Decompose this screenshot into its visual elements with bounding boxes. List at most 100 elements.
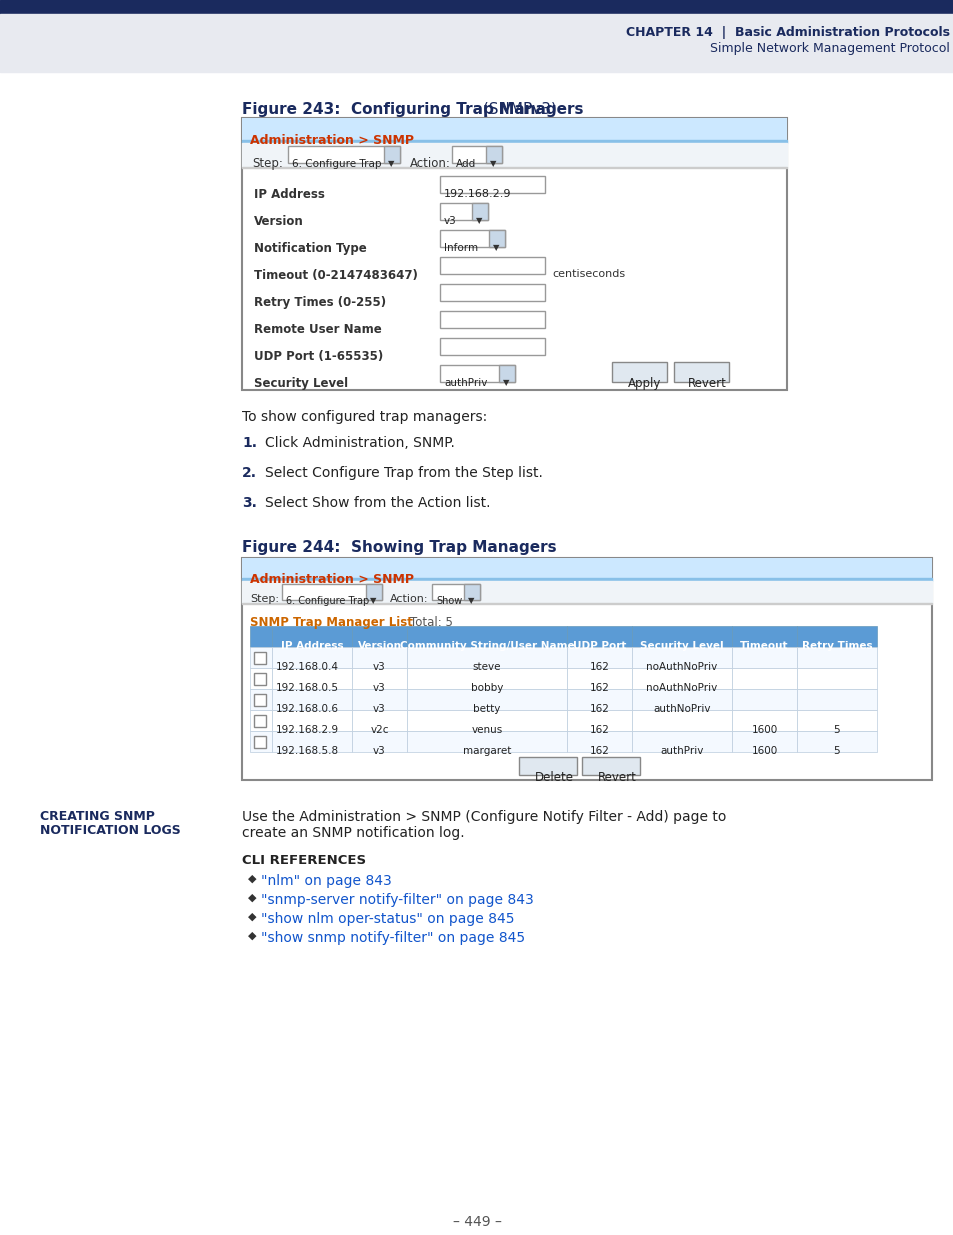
Bar: [796, 647, 876, 668]
Bar: [272, 710, 352, 731]
Bar: [250, 689, 272, 710]
Bar: [472, 203, 488, 220]
Text: Timeout: Timeout: [740, 641, 788, 651]
Text: 192.168.5.8: 192.168.5.8: [275, 746, 338, 756]
Text: Administration > SNMP: Administration > SNMP: [250, 135, 414, 147]
Bar: [288, 146, 399, 163]
Bar: [352, 731, 407, 752]
Text: CHAPTER 14  |  Basic Administration Protocols: CHAPTER 14 | Basic Administration Protoc…: [625, 26, 949, 40]
Bar: [631, 689, 731, 710]
Text: margaret: margaret: [462, 746, 511, 756]
Text: v3: v3: [373, 683, 385, 693]
Text: Notification Type: Notification Type: [253, 242, 366, 254]
Bar: [731, 710, 796, 731]
Bar: [407, 710, 566, 731]
Text: Use the Administration > SNMP (Configure Notify Filter - Add) page to: Use the Administration > SNMP (Configure…: [242, 810, 725, 824]
Bar: [242, 558, 931, 578]
Text: Version: Version: [357, 641, 401, 651]
Text: SNMP Trap Manager List: SNMP Trap Manager List: [250, 616, 413, 629]
Bar: [439, 257, 544, 274]
Bar: [731, 689, 796, 710]
Bar: [242, 580, 931, 603]
Bar: [631, 647, 731, 668]
Text: 6. Configure Trap: 6. Configure Trap: [292, 159, 381, 169]
Text: 162: 162: [589, 746, 609, 756]
Text: centiseconds: centiseconds: [552, 269, 624, 279]
Text: noAuthNoPriv: noAuthNoPriv: [646, 662, 717, 672]
Text: UDP Port (1-65535): UDP Port (1-65535): [253, 350, 383, 363]
Bar: [673, 362, 728, 382]
Text: Inform: Inform: [443, 243, 477, 253]
Text: UDP Port: UDP Port: [572, 641, 625, 651]
Text: Retry Times (0-255): Retry Times (0-255): [253, 296, 386, 309]
Text: NOTIFICATION LOGS: NOTIFICATION LOGS: [40, 824, 180, 837]
Text: ▼: ▼: [388, 159, 395, 168]
Text: Figure 244:  Showing Trap Managers: Figure 244: Showing Trap Managers: [242, 540, 556, 555]
Text: Version: Version: [253, 215, 303, 228]
Text: create an SNMP notification log.: create an SNMP notification log.: [242, 826, 464, 840]
Text: v3: v3: [373, 662, 385, 672]
Bar: [250, 710, 272, 731]
Bar: [272, 668, 352, 689]
Text: authPriv: authPriv: [659, 746, 703, 756]
Bar: [631, 668, 731, 689]
Text: v3: v3: [373, 704, 385, 714]
Text: Security Level: Security Level: [253, 377, 348, 390]
Bar: [407, 626, 566, 647]
Bar: [250, 626, 272, 647]
Bar: [518, 757, 577, 776]
Bar: [566, 731, 631, 752]
Text: ◆: ◆: [248, 874, 256, 884]
Text: 1.: 1.: [242, 436, 256, 450]
Text: 162: 162: [589, 704, 609, 714]
Text: ▼: ▼: [476, 216, 482, 225]
Text: Delete: Delete: [535, 771, 574, 784]
Bar: [489, 230, 504, 247]
Text: 6. Configure Trap: 6. Configure Trap: [286, 597, 369, 606]
Text: Apply: Apply: [627, 377, 660, 390]
Text: v3: v3: [443, 216, 456, 226]
Bar: [384, 146, 399, 163]
Bar: [272, 626, 352, 647]
Bar: [250, 731, 272, 752]
Bar: [731, 626, 796, 647]
Text: 192.168.0.4: 192.168.0.4: [275, 662, 338, 672]
Bar: [566, 647, 631, 668]
Bar: [253, 694, 266, 706]
Text: Security Level: Security Level: [639, 641, 723, 651]
Text: IP Address: IP Address: [280, 641, 343, 651]
Text: Total: 5: Total: 5: [410, 616, 453, 629]
Bar: [407, 668, 566, 689]
Bar: [242, 140, 786, 143]
Text: 162: 162: [589, 725, 609, 735]
Bar: [272, 647, 352, 668]
Bar: [731, 647, 796, 668]
Bar: [566, 710, 631, 731]
Text: 162: 162: [589, 683, 609, 693]
Bar: [796, 689, 876, 710]
Bar: [439, 311, 544, 329]
Bar: [242, 119, 786, 390]
Bar: [242, 143, 786, 167]
Text: 192.168.0.6: 192.168.0.6: [275, 704, 338, 714]
Text: 5: 5: [833, 746, 840, 756]
Bar: [631, 626, 731, 647]
Bar: [452, 146, 501, 163]
Text: 1600: 1600: [751, 725, 777, 735]
Bar: [612, 362, 666, 382]
Bar: [366, 584, 381, 600]
Text: 2.: 2.: [242, 466, 256, 480]
Bar: [253, 736, 266, 748]
Bar: [796, 731, 876, 752]
Text: bobby: bobby: [471, 683, 502, 693]
Bar: [242, 558, 931, 781]
Text: "show snmp notify-filter" on page 845: "show snmp notify-filter" on page 845: [261, 931, 524, 945]
Text: "show nlm oper-status" on page 845: "show nlm oper-status" on page 845: [261, 911, 514, 926]
Text: Step:: Step:: [250, 594, 278, 604]
Bar: [796, 626, 876, 647]
Bar: [242, 578, 931, 580]
Text: v3: v3: [373, 746, 385, 756]
Text: venus: venus: [471, 725, 502, 735]
Text: Figure 243:  Configuring Trap Managers: Figure 243: Configuring Trap Managers: [242, 103, 583, 117]
Bar: [796, 668, 876, 689]
